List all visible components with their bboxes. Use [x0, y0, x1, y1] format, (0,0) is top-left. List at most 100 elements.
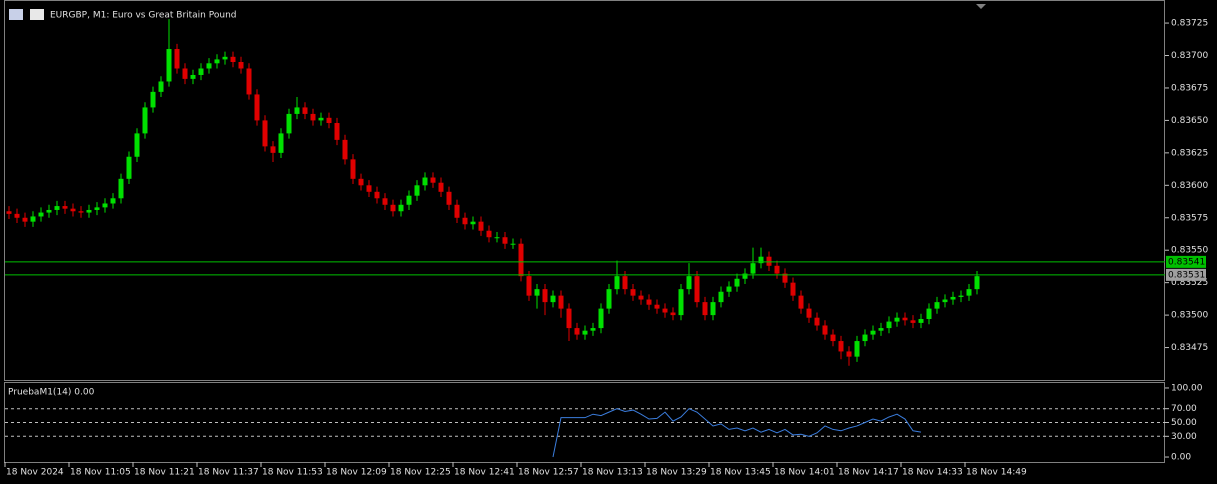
candle-body	[334, 123, 340, 140]
candle-body	[830, 334, 836, 342]
x-tick-label: 18 Nov 13:45	[710, 468, 771, 478]
candle-body	[486, 230, 492, 238]
y-tick-label: 0.83525	[1171, 278, 1208, 288]
candle-body	[366, 185, 372, 192]
candle-body	[406, 195, 412, 205]
candle-body	[286, 113, 292, 134]
price-label-bg	[1166, 268, 1206, 281]
y-tick-label: 0.83575	[1171, 213, 1208, 223]
y-tick-label: 100.00	[1171, 383, 1203, 393]
candle-body	[550, 295, 556, 303]
indicator-line	[552, 408, 922, 458]
candle-body	[958, 295, 964, 297]
candle-body	[790, 282, 796, 296]
y-tick-label: 0.83725	[1171, 19, 1208, 29]
candle-body	[878, 328, 884, 331]
candle-body	[118, 178, 124, 199]
x-tick-label: 18 Nov 13:29	[646, 468, 707, 478]
candle-body	[542, 289, 548, 303]
candle-body	[302, 107, 308, 114]
candle-body	[814, 317, 820, 326]
candle-body	[686, 276, 692, 290]
candle-body	[582, 330, 588, 335]
candle-body	[214, 59, 220, 64]
candle-body	[62, 206, 68, 209]
candle-body	[142, 107, 148, 134]
candle-body	[174, 49, 180, 69]
candle-body	[734, 278, 740, 287]
candle-body	[718, 291, 724, 303]
y-tick-label: 0.83700	[1171, 51, 1208, 61]
candle-body	[534, 289, 540, 296]
candle-body	[262, 120, 268, 147]
candle-body	[294, 107, 300, 114]
candle-body	[494, 237, 500, 239]
icon[interactable]	[30, 9, 44, 20]
candle-body	[502, 237, 508, 244]
x-tick-label: 18 Nov 12:41	[454, 468, 515, 478]
y-tick-label: 0.00	[1171, 453, 1191, 463]
candle-body	[438, 182, 444, 192]
candle-body	[934, 302, 940, 309]
y-tick-label: 30.00	[1171, 432, 1197, 442]
x-tick-label: 18 Nov 14:49	[966, 468, 1027, 478]
candle-body	[902, 317, 908, 321]
candle-body	[678, 289, 684, 316]
candle-body	[926, 308, 932, 319]
x-tick-label: 18 Nov 14:17	[838, 468, 899, 478]
candle-body	[46, 209, 52, 213]
candle-body	[134, 133, 140, 157]
candle-body	[278, 133, 284, 153]
candle-body	[246, 68, 252, 95]
candle-body	[670, 312, 676, 316]
candle-body	[206, 63, 212, 69]
candle-body	[862, 334, 868, 342]
candle-body	[470, 221, 476, 225]
y-tick-label: 50.00	[1171, 418, 1197, 428]
candle-body	[758, 256, 764, 264]
candle-body	[478, 221, 484, 231]
chart-title: EURGBP, M1: Euro vs Great Britain Pound	[50, 11, 236, 21]
candle-body	[806, 308, 812, 318]
candle-body	[590, 328, 596, 331]
candle-body	[110, 198, 116, 204]
candle-body	[742, 273, 748, 279]
candle-body	[598, 308, 604, 329]
candle-body	[622, 276, 628, 290]
x-tick-label: 18 Nov 14:33	[902, 468, 963, 478]
candle-body	[518, 243, 524, 277]
main-frame	[4, 0, 1165, 381]
x-tick-label: 18 Nov 14:01	[774, 468, 835, 478]
candle-body	[270, 146, 276, 153]
x-tick-label: 18 Nov 12:09	[326, 468, 387, 478]
candle-body	[150, 91, 156, 108]
candle-body	[750, 263, 756, 274]
candle-body	[70, 208, 76, 212]
indicator-title: PruebaM1(14) 0.00	[8, 388, 95, 398]
candle-body	[614, 276, 620, 290]
icon[interactable]	[9, 9, 23, 20]
candle-body	[558, 295, 564, 309]
candle-body	[574, 328, 580, 335]
x-tick-label: 18 Nov 11:37	[198, 468, 259, 478]
candle-body	[510, 243, 516, 245]
candle-body	[6, 211, 12, 214]
x-tick-label: 18 Nov 12:25	[390, 468, 451, 478]
candle-body	[854, 341, 860, 357]
candle-body	[646, 299, 652, 305]
y-tick-label: 0.83675	[1171, 83, 1208, 93]
candle-body	[838, 341, 844, 352]
x-tick-label: 18 Nov 11:21	[134, 468, 195, 478]
y-tick-label: 0.83600	[1171, 181, 1208, 191]
candle-body	[870, 330, 876, 335]
candle-body	[126, 156, 132, 179]
candle-body	[38, 212, 44, 217]
candle-body	[326, 117, 332, 124]
candle-body	[222, 56, 228, 60]
candle-body	[886, 321, 892, 329]
price-label: 0.83531	[1168, 270, 1205, 280]
candle-body	[654, 304, 660, 309]
x-tick-label: 18 Nov 11:53	[262, 468, 323, 478]
